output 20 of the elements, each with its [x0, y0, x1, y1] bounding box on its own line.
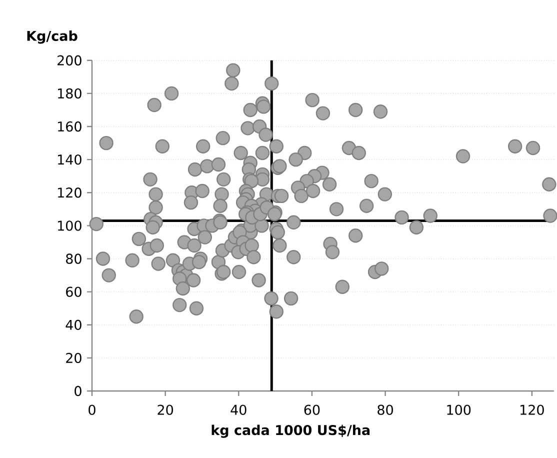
x-tick-label: 100: [447, 404, 471, 415]
y-tick-label: 20: [66, 352, 82, 364]
y-tick-label: 40: [66, 320, 82, 330]
x-tick-label: 0: [88, 404, 96, 415]
x-tick-label: 60: [304, 404, 320, 415]
y-tick-label: 60: [66, 286, 82, 297]
y-tick-label: 100: [58, 220, 82, 231]
y-tick-label: 200: [58, 55, 82, 66]
y-axis-title: Kg/cab: [27, 30, 78, 44]
x-axis-title: kg cada 1000 US$/ha: [212, 424, 370, 438]
x-tick-label: 20: [158, 404, 174, 415]
y-tick-label: 180: [58, 88, 82, 99]
x-tick-label: 40: [230, 404, 246, 415]
y-tick-label: 140: [58, 154, 82, 165]
y-tick-label: 0: [74, 386, 82, 396]
x-tick-label: 120: [520, 404, 544, 415]
y-tick-label: 80: [66, 254, 82, 264]
x-tick-label: 80: [378, 404, 393, 415]
y-tick-label: 120: [58, 188, 82, 198]
y-tick-label: 160: [58, 121, 82, 132]
